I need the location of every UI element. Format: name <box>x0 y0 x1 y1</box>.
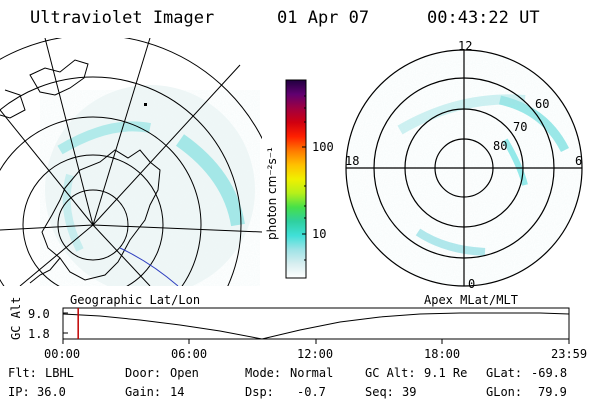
peninsula-coastline <box>29 257 61 284</box>
date-label: 01 Apr 07 <box>277 8 370 28</box>
polar-grid <box>345 49 583 287</box>
meridian <box>92 64 241 226</box>
colorbar-frame <box>285 79 307 279</box>
colorbar-unit-label: photon cm⁻²s⁻¹ <box>265 147 279 240</box>
meridian <box>92 224 262 233</box>
mlt-label-0: 0 <box>468 277 476 291</box>
aurora-oval <box>397 94 526 135</box>
timeline-right-title: Apex MLat/MLT <box>424 293 518 307</box>
antarctica-coastline <box>41 149 161 281</box>
colorbar-tick-100: 100 <box>312 140 334 154</box>
gcalt-label: GC Alt: <box>365 366 416 380</box>
meridian <box>0 109 94 226</box>
colorbar-ticks <box>302 95 306 261</box>
dsp-value: -0.7 <box>297 385 326 399</box>
instrument-title: Ultraviolet Imager <box>30 8 215 28</box>
mlat-label-60: 60 <box>535 97 550 111</box>
altitude-curve <box>62 312 570 340</box>
gain-label: Gain: <box>125 385 162 399</box>
mlat-label-80: 80 <box>493 139 508 153</box>
terminator-line <box>119 247 179 286</box>
timeline-ymax: 9.0 <box>28 307 50 321</box>
colorbar-tick-10: 10 <box>312 227 327 241</box>
dsp-label: Dsp: <box>245 385 274 399</box>
lat-circle <box>57 189 129 261</box>
mlat-label-70: 70 <box>513 120 528 134</box>
seq-label: Seq: <box>365 385 394 399</box>
mode-label: Mode: <box>245 366 282 380</box>
mlt-label-18: 18 <box>345 154 360 168</box>
seq-value: 39 <box>402 385 417 399</box>
time-tick-2359: 23:59 <box>551 347 588 361</box>
mlt-label-6: 6 <box>575 154 583 168</box>
glat-value: -69.8 <box>531 366 568 380</box>
timeline-left-title: Geographic Lat/Lon <box>70 293 201 307</box>
aurora-oval <box>502 138 528 186</box>
continent-outline <box>29 59 89 96</box>
flt-label: Flt: <box>8 366 37 380</box>
timeline-yaxis-label: GC Alt <box>9 296 23 340</box>
mode-value: Normal <box>290 366 334 380</box>
time-label: 00:43:22 UT <box>427 8 540 28</box>
colorbar <box>286 80 306 278</box>
lat-circle <box>0 116 202 286</box>
geographic-map <box>0 38 262 286</box>
meridian <box>44 38 94 226</box>
aurora-band <box>62 173 84 252</box>
glon-value: 79.9 <box>538 385 567 399</box>
time-tick-1200: 12:00 <box>297 347 334 361</box>
lat-circle <box>22 154 164 286</box>
lat-circle <box>0 76 242 286</box>
glat-label: GLat: <box>486 366 523 380</box>
flt-value: LBHL <box>45 366 74 380</box>
time-tick-0600: 06:00 <box>171 347 208 361</box>
meridian <box>0 224 94 231</box>
timeline-xticks <box>62 339 570 344</box>
gcalt-value: 9.1 Re <box>424 366 468 380</box>
time-tick-0000: 00:00 <box>44 347 81 361</box>
mlt-label-12: 12 <box>458 39 473 53</box>
timeline-yticks <box>63 312 68 334</box>
ip-value: 36.0 <box>37 385 66 399</box>
station-marker <box>144 103 147 106</box>
door-label: Door: <box>125 366 162 380</box>
aurora-oval <box>415 228 486 256</box>
glon-label: GLon: <box>486 385 523 399</box>
meridian <box>92 38 151 226</box>
gain-value: 14 <box>170 385 185 399</box>
time-tick-1800: 18:00 <box>424 347 461 361</box>
aurora-band <box>57 121 151 155</box>
ip-label: IP: <box>8 385 30 399</box>
door-value: Open <box>170 366 199 380</box>
aurora-band <box>175 134 245 227</box>
continent-outline <box>0 89 26 119</box>
timeline-ymin: 1.8 <box>28 327 50 341</box>
